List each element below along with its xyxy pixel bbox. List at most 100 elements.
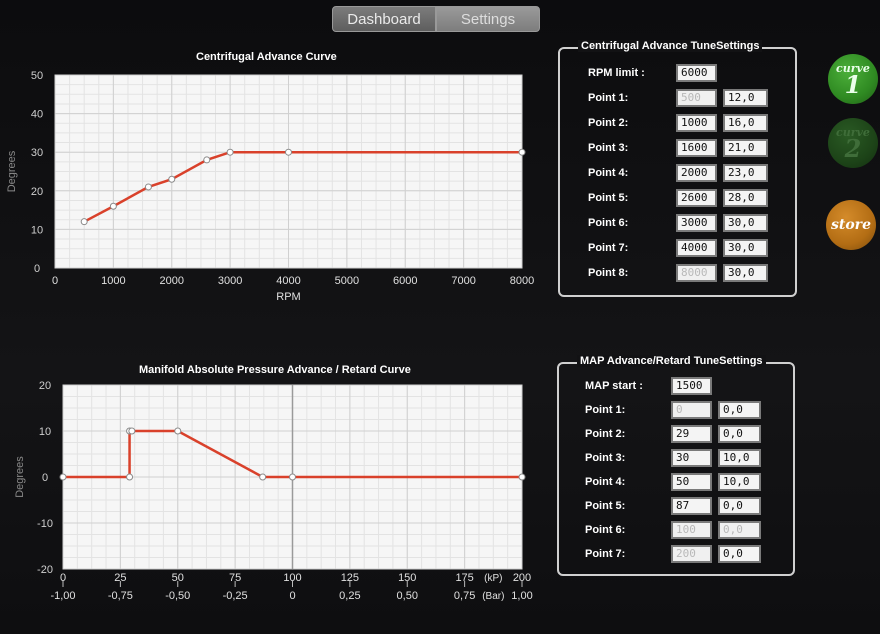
curve-1-number: 1 xyxy=(844,69,862,99)
cent-degrees-input[interactable]: 30,0 xyxy=(723,239,768,257)
curve-2-word: curve xyxy=(836,125,870,139)
map-point-label: Point 2: xyxy=(585,428,626,440)
cent-rpm-input[interactable]: 4000 xyxy=(676,239,717,257)
cent-degrees-input[interactable]: 30,0 xyxy=(723,264,768,282)
cent-degrees-input[interactable]: 23,0 xyxy=(723,164,768,182)
map-kpa-input[interactable]: 87 xyxy=(671,497,712,515)
x-tick-label: 2000 xyxy=(160,275,184,287)
y-axis-label: Degrees xyxy=(6,150,18,192)
cent-rpm-input[interactable]: 2000 xyxy=(676,164,717,182)
x-tick-label-kp: 125 xyxy=(341,572,359,584)
map-degrees-input[interactable]: 10,0 xyxy=(718,449,761,467)
map-kpa-input[interactable]: 50 xyxy=(671,473,712,491)
cent-degrees-input[interactable]: 12,0 xyxy=(723,89,768,107)
y-tick-label: 30 xyxy=(31,147,43,159)
cent-degrees-input[interactable]: 28,0 xyxy=(723,189,768,207)
data-point xyxy=(128,427,136,435)
tab-settings[interactable]: Settings xyxy=(436,6,540,32)
data-point xyxy=(168,175,176,183)
curve-1-button[interactable]: curve 1 xyxy=(828,54,878,104)
x-tick-label-bar: 0,50 xyxy=(397,590,418,602)
x-tick-label-kp: 175 xyxy=(455,572,473,584)
x-tick-label: 6000 xyxy=(393,275,417,287)
y-tick-label: 20 xyxy=(39,380,51,392)
x-tick-label-bar: -0,25 xyxy=(223,590,248,602)
cent-degrees-input[interactable]: 16,0 xyxy=(723,114,768,132)
cent-degrees-input[interactable]: 21,0 xyxy=(723,139,768,157)
x-tick-label: 8000 xyxy=(510,275,534,287)
x-tick-label: 5000 xyxy=(335,275,359,287)
data-point xyxy=(259,473,267,481)
map-kpa-input[interactable]: 30 xyxy=(671,449,712,467)
x-tick-label: 7000 xyxy=(451,275,475,287)
curve-2-number: 2 xyxy=(844,133,862,163)
map-degrees-input: 0,0 xyxy=(718,521,761,539)
centrifugal-settings-panel: Centrifugal Advance TuneSettings RPM lim… xyxy=(558,40,797,297)
x-tick-label-bar: 1,00 xyxy=(511,590,532,602)
map-degrees-input[interactable]: 0,0 xyxy=(718,545,761,563)
map-kpa-input: 200 xyxy=(671,545,712,563)
rpm-limit-label: RPM limit : xyxy=(588,67,645,79)
cent-point-label: Point 5: xyxy=(588,192,629,204)
map-degrees-input[interactable]: 0,0 xyxy=(718,401,761,419)
x-tick-label-bar: 0,75 xyxy=(454,590,475,602)
data-point xyxy=(126,473,134,481)
map-start-input[interactable]: 1500 xyxy=(671,377,712,395)
cent-point-label: Point 4: xyxy=(588,167,629,179)
x-tick-label: 1000 xyxy=(101,275,125,287)
x-tick-label-kp: 25 xyxy=(114,572,126,584)
cent-rpm-input: 8000 xyxy=(676,264,717,282)
x-unit-kp: (kP) xyxy=(484,573,502,584)
cent-point-label: Point 6: xyxy=(588,217,629,229)
data-point xyxy=(518,148,526,156)
data-point xyxy=(174,427,182,435)
cent-degrees-input[interactable]: 30,0 xyxy=(723,214,768,232)
x-tick-label: 0 xyxy=(52,275,58,287)
x-tick-label-bar: -1,00 xyxy=(50,590,75,602)
centrifugal-settings-legend: Centrifugal Advance TuneSettings xyxy=(578,40,763,52)
x-tick-label-kp: 50 xyxy=(172,572,184,584)
y-tick-label: 20 xyxy=(31,186,43,198)
x-tick-label-bar: -0,50 xyxy=(165,590,190,602)
map-degrees-input[interactable]: 0,0 xyxy=(718,425,761,443)
y-tick-label: 0 xyxy=(34,263,40,275)
data-point xyxy=(518,473,526,481)
cent-point-label: Point 7: xyxy=(588,242,629,254)
rpm-limit-input[interactable]: 6000 xyxy=(676,64,717,82)
map-kpa-input: 0 xyxy=(671,401,712,419)
cent-point-label: Point 2: xyxy=(588,117,629,129)
cent-point-label: Point 1: xyxy=(588,92,629,104)
series-line xyxy=(83,150,522,223)
map-point-label: Point 4: xyxy=(585,476,626,488)
map-settings-legend: MAP Advance/Retard TuneSettings xyxy=(577,355,766,367)
x-axis-label: RPM xyxy=(276,291,300,303)
x-tick-label: 3000 xyxy=(218,275,242,287)
cent-rpm-input[interactable]: 1000 xyxy=(676,114,717,132)
data-point xyxy=(144,183,152,191)
map-point-label: Point 3: xyxy=(585,452,626,464)
data-point xyxy=(59,473,67,481)
data-point xyxy=(285,148,292,156)
data-point xyxy=(226,148,234,156)
store-word: store xyxy=(831,217,871,233)
tab-dashboard[interactable]: Dashboard xyxy=(332,6,436,32)
cent-rpm-input[interactable]: 2600 xyxy=(676,189,717,207)
y-tick-label: 50 xyxy=(31,70,43,82)
curve-2-button[interactable]: curve 2 xyxy=(828,118,878,168)
curve-1-word: curve xyxy=(836,61,870,75)
map-degrees-input[interactable]: 0,0 xyxy=(718,497,761,515)
store-button[interactable]: store xyxy=(826,200,876,250)
x-unit-bar: (Bar) xyxy=(482,591,504,602)
cent-rpm-input: 500 xyxy=(676,89,717,107)
map-kpa-input[interactable]: 29 xyxy=(671,425,712,443)
series-line xyxy=(63,429,522,479)
cent-rpm-input[interactable]: 1600 xyxy=(676,139,717,157)
x-tick-label: 4000 xyxy=(276,275,300,287)
x-tick-label-kp: 150 xyxy=(398,572,416,584)
map-degrees-input[interactable]: 10,0 xyxy=(718,473,761,491)
cent-rpm-input[interactable]: 3000 xyxy=(676,214,717,232)
x-tick-label-bar: -0,75 xyxy=(108,590,133,602)
map-point-label: Point 7: xyxy=(585,548,626,560)
data-point xyxy=(289,473,296,481)
